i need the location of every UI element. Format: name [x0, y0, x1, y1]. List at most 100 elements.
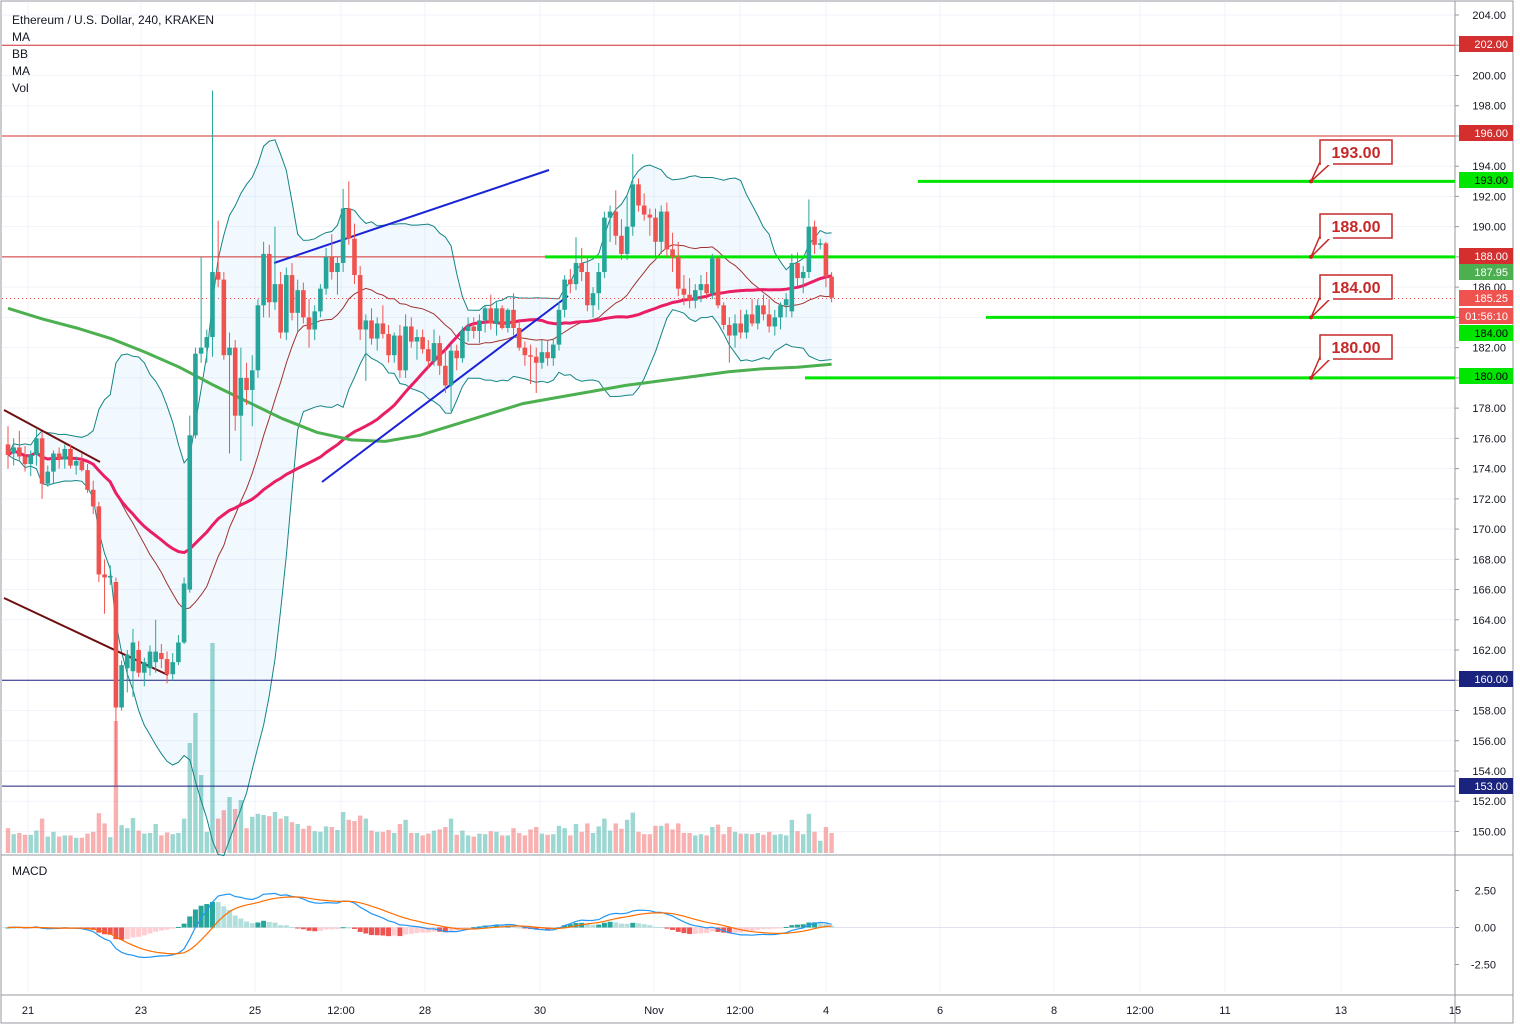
price-tick-label: 168.00 [1472, 554, 1506, 566]
candle-body [630, 184, 636, 227]
macd-histogram-bar [709, 927, 715, 932]
candle-body [352, 238, 357, 276]
callout-box [1319, 139, 1393, 165]
macd-histogram-bar [136, 927, 142, 937]
candle-body [369, 320, 374, 339]
macd-histogram-bar [783, 926, 789, 928]
candle-body [374, 323, 380, 339]
price-tag-box [1459, 671, 1513, 687]
volume-bar [108, 837, 113, 853]
macd-label: MACD [12, 864, 48, 878]
volume-bar [437, 829, 442, 853]
volume-bar [369, 830, 374, 853]
candle-body [284, 275, 289, 333]
macd-histogram-bar [431, 927, 437, 932]
moving-average-green [7, 306, 832, 443]
candle-body [829, 276, 834, 298]
time-tick-label: 6 [937, 1005, 943, 1017]
volume-bar [375, 831, 380, 853]
legend-ma-2: MA [12, 64, 30, 78]
macd-histogram-bar [187, 916, 193, 928]
price-tick-label: 204.00 [1472, 10, 1506, 22]
candle-body [278, 284, 283, 333]
volume-bar [397, 824, 403, 853]
macd-histogram-bar [272, 922, 278, 928]
candle-body [238, 377, 244, 416]
macd-histogram-bar [221, 906, 227, 928]
volume-bar [198, 775, 204, 853]
macd-histogram-bar [562, 925, 568, 928]
volume-bar [414, 833, 420, 853]
candle-body [738, 323, 744, 333]
volume-bar [568, 835, 573, 853]
candle-body [318, 288, 323, 312]
volume-bar [732, 831, 738, 853]
price-tag-box [1459, 290, 1513, 306]
callout-label: 193.00 [1332, 145, 1381, 162]
volume-bar [153, 824, 158, 853]
macd-histogram-bar [601, 922, 607, 928]
macd-histogram-bar [812, 922, 818, 928]
macd-histogram-bar [653, 926, 659, 928]
macd-histogram-bar [511, 926, 517, 928]
macd-histogram-bar [442, 927, 448, 933]
volume-bar [227, 797, 232, 853]
volume-bar [68, 835, 73, 853]
macd-histogram-bar [181, 923, 187, 928]
macd-histogram-bar [386, 927, 392, 937]
candle-body [164, 659, 170, 675]
macd-histogram-bar [635, 923, 641, 928]
macd-histogram-bar [215, 902, 221, 928]
macd-signal-line [7, 896, 832, 955]
candles [5, 90, 834, 787]
candle-body [624, 226, 630, 254]
macd-histogram-bar [698, 927, 704, 934]
callout-box [1319, 213, 1393, 239]
volume-bar [573, 824, 579, 853]
volume-bar [318, 831, 323, 853]
macd-histogram-bar [209, 901, 215, 928]
candle-body [431, 343, 437, 362]
macd-histogram-bar [164, 927, 170, 930]
callout-box [1319, 334, 1393, 360]
price-tick-label: 176.00 [1472, 433, 1506, 445]
time-tick-label: 30 [534, 1005, 546, 1017]
price-tick-label: 150.00 [1472, 826, 1506, 838]
volume-bar [73, 837, 79, 853]
candle-body [363, 320, 369, 330]
volume-bar [749, 834, 755, 853]
volume-bar [783, 835, 789, 853]
candle-body [806, 226, 812, 273]
macd-histogram-bar [369, 927, 375, 936]
volume-bar [619, 828, 624, 853]
macd-line [7, 892, 832, 959]
price-tag-label: 180.00 [1474, 371, 1508, 383]
candle-body [340, 208, 346, 263]
macd-histogram-bar [261, 920, 267, 928]
bollinger-upper [7, 139, 832, 464]
price-tick-label: 172.00 [1472, 494, 1506, 506]
candle-body [159, 653, 164, 660]
volume-bar [755, 833, 760, 853]
macd-histogram-bar [692, 927, 698, 934]
volume-bar [590, 833, 596, 853]
time-tick-label: Nov [644, 1005, 664, 1017]
macd-histogram-bar [107, 927, 113, 935]
price-tag-box [1459, 264, 1513, 280]
price-tags: 202.00 196.00 193.00 188.00 187.95 185.25 01:5… [1459, 36, 1513, 794]
price-tick-label: 174.00 [1472, 464, 1506, 476]
volume-bar [323, 826, 329, 853]
volume-bar [39, 818, 45, 853]
legend: Ethereum / U.S. Dollar, 240, KRAKEN MA B… [12, 12, 214, 97]
candle-body [255, 305, 261, 371]
volume-bar [693, 835, 698, 853]
volume-bar [596, 826, 601, 853]
candle-body [545, 352, 550, 359]
volume-bar [556, 825, 562, 853]
volume-bar [176, 833, 181, 853]
macd-histogram-bar [312, 927, 318, 932]
volume-bar [528, 829, 533, 853]
macd-histogram-bar [357, 927, 363, 932]
